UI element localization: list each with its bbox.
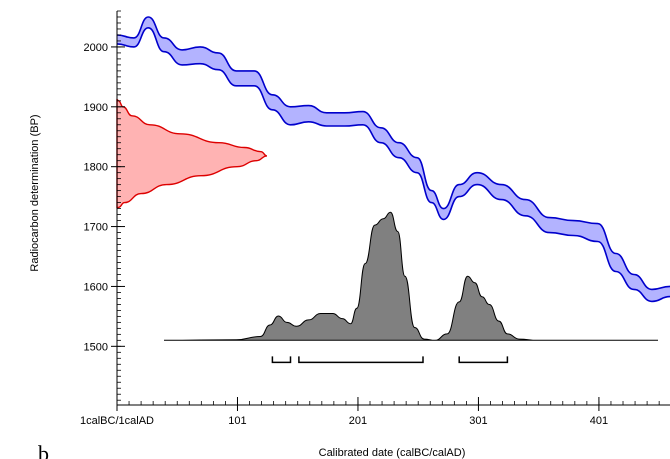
x-tick-label: 101 <box>228 415 246 427</box>
y-tick-label: 1700 <box>84 222 108 234</box>
x-tick-label: 1calBC/1calAD <box>80 415 154 427</box>
x-axis-ticks: 1calBC/1calAD 101 201 301 401 <box>80 397 608 427</box>
y-tick-label: 1800 <box>84 162 108 174</box>
calibrated-distribution <box>163 211 658 341</box>
calibration-curve-area <box>117 17 670 302</box>
x-tick-label: 301 <box>469 415 487 427</box>
y-axis-ticks: 1500 1600 1700 1800 1900 2000 <box>84 42 125 353</box>
x-axis-title: Calibrated date (calBC/calAD) <box>319 447 466 459</box>
calibration-curve-band <box>116 16 670 303</box>
y-axis-title: Radiocarbon determination (BP) <box>29 114 41 271</box>
x-tick-label: 401 <box>590 415 608 427</box>
radiocarbon-distribution <box>116 98 268 209</box>
y-tick-label: 1900 <box>84 102 108 114</box>
y-tick-label: 2000 <box>84 42 108 54</box>
y-tick-label: 1600 <box>84 281 108 293</box>
y-tick-label: 1500 <box>84 341 108 353</box>
hpd-range-bracket <box>458 356 509 364</box>
calibration-curve-upper-line <box>116 16 670 291</box>
panel-label: b <box>38 441 49 459</box>
calibration-curve-lower-line <box>116 26 670 303</box>
hpd-range-bracket <box>271 356 292 364</box>
hpd-ranges <box>271 356 509 364</box>
x-tick-label: 201 <box>349 415 367 427</box>
hpd-range-bracket <box>298 356 424 364</box>
